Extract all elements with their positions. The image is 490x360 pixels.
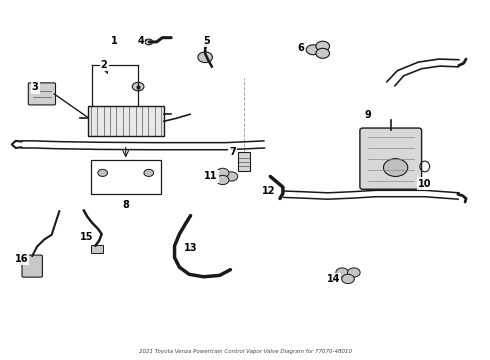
Circle shape <box>347 268 360 277</box>
Circle shape <box>217 175 229 185</box>
Circle shape <box>217 168 229 177</box>
Circle shape <box>316 41 330 51</box>
FancyBboxPatch shape <box>360 128 421 189</box>
Circle shape <box>98 169 107 176</box>
Circle shape <box>316 48 330 58</box>
Circle shape <box>198 52 213 63</box>
Text: 2: 2 <box>101 60 107 71</box>
Text: 13: 13 <box>184 243 197 253</box>
Bar <box>91 245 102 253</box>
Text: 11: 11 <box>204 171 218 181</box>
Text: 1: 1 <box>111 36 118 46</box>
Circle shape <box>132 82 144 91</box>
Text: 8: 8 <box>122 200 129 210</box>
FancyBboxPatch shape <box>28 83 55 105</box>
Text: 14: 14 <box>327 274 340 284</box>
Circle shape <box>145 39 153 45</box>
Text: 15: 15 <box>80 232 94 242</box>
Text: 7: 7 <box>229 147 236 157</box>
FancyBboxPatch shape <box>22 255 43 277</box>
Text: 10: 10 <box>418 179 432 189</box>
Circle shape <box>336 268 348 277</box>
Bar <box>88 106 164 136</box>
Circle shape <box>144 169 154 176</box>
Circle shape <box>225 172 238 181</box>
Text: 2021 Toyota Venza Powertrain Control Vapor Valve Diagram for 77070-48010: 2021 Toyota Venza Powertrain Control Vap… <box>139 349 351 354</box>
Circle shape <box>306 45 320 55</box>
Text: 16: 16 <box>15 254 28 264</box>
Text: 5: 5 <box>203 36 210 45</box>
Bar <box>238 152 250 171</box>
Circle shape <box>342 274 354 284</box>
Text: 4: 4 <box>137 36 144 45</box>
Text: 12: 12 <box>262 186 275 197</box>
Text: 9: 9 <box>364 110 371 120</box>
Circle shape <box>384 159 408 176</box>
Text: 6: 6 <box>297 42 304 53</box>
Text: 3: 3 <box>32 82 39 93</box>
Bar <box>91 161 161 194</box>
